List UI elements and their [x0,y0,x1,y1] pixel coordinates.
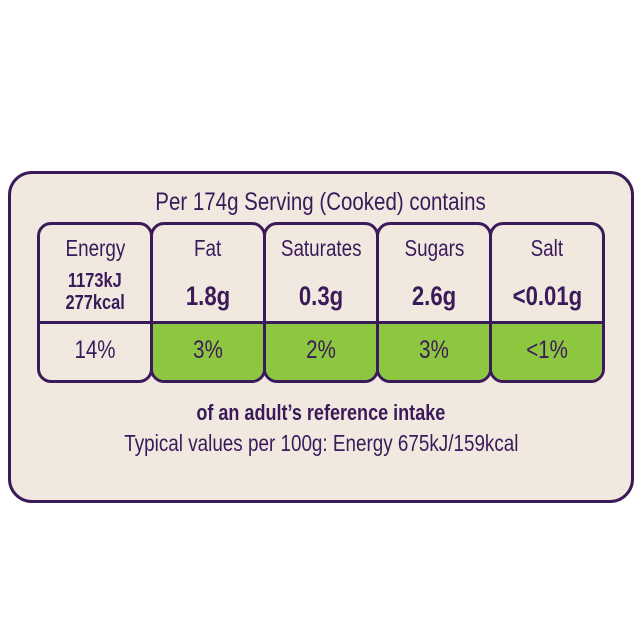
nutrient-percent: 3% [193,336,223,364]
nutrient-value: 0.3g [298,281,344,311]
percent-cell: 2% [266,321,376,380]
percent-cell: 3% [153,321,263,380]
nutrient-saturates: Saturates 0.3g 2% [263,222,379,383]
nutrient-value-kcal: 277kcal [65,292,125,314]
nutrient-value-kj: 1173kJ [68,270,122,292]
nutrient-percent: 3% [419,336,449,364]
percent-cell: 3% [379,321,489,380]
nutrient-value: 2.6g [411,281,457,311]
nutrition-label: Per 174g Serving (Cooked) contains Energ… [8,171,634,503]
typical-values-text: Typical values per 100g: Energy 675kJ/15… [123,430,519,456]
nutrient-name: Salt [530,235,564,261]
nutrient-energy: Energy 1173kJ 277kcal 14% [37,222,153,383]
percent-cell: <1% [492,321,602,380]
percent-cell: 14% [40,321,150,380]
nutrient-salt: Salt <0.01g <1% [489,222,605,383]
nutrient-percent: 14% [74,336,116,364]
nutrient-value: 1.8g [185,281,231,311]
nutrient-name: Energy [65,235,125,261]
nutrient-name: Sugars [404,235,464,261]
nutrient-name: Fat [194,235,222,261]
nutrient-fat: Fat 1.8g 3% [150,222,266,383]
nutrient-value: <0.01g [512,281,582,311]
reference-intake-text: of an adult’s reference intake [196,400,446,425]
nutrient-percent: <1% [526,336,568,364]
nutrient-sugars: Sugars 2.6g 3% [376,222,492,383]
nutrient-name: Saturates [280,235,362,261]
serving-title: Per 174g Serving (Cooked) contains [155,188,487,216]
nutrient-percent: 2% [306,336,336,364]
